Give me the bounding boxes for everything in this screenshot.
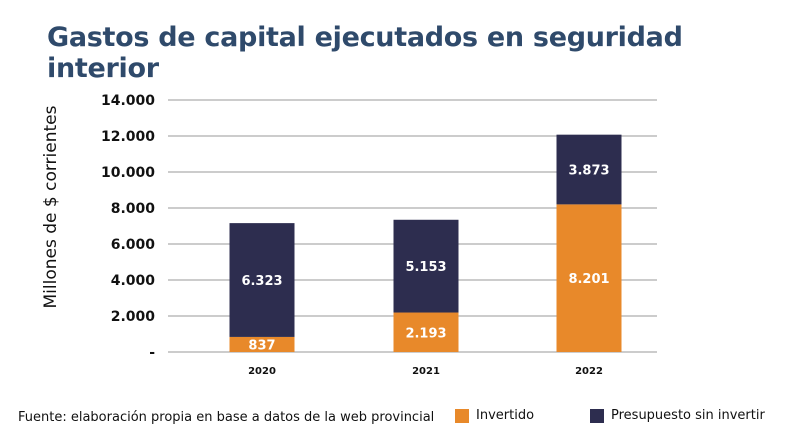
bar-segment xyxy=(393,312,459,352)
y-tick-label: 14.000 xyxy=(101,93,155,109)
y-tick-label: 12.000 xyxy=(101,129,155,145)
stacked-bar-chart: -2.0004.0006.0008.00010.00012.00014.000 … xyxy=(41,93,657,377)
data-label: 8.201 xyxy=(568,272,609,287)
x-tick-label: 2022 xyxy=(575,366,603,377)
y-tick-label: 10.000 xyxy=(101,165,155,181)
y-axis-label: Millones de $ corrientes xyxy=(41,105,61,308)
y-tick-labels: - 2.000 4.000 6.000 8.000 10.000 12.000 14.000 xyxy=(101,93,155,361)
data-label: 837 xyxy=(248,338,275,353)
bar-segment xyxy=(556,204,622,352)
bar-segment xyxy=(393,219,459,313)
data-label: 2.193 xyxy=(405,326,446,341)
y-tick-label: 8.000 xyxy=(111,201,156,217)
data-labels: 837 6.323 2.193 5.153 8.201 3.873 xyxy=(241,164,609,354)
y-tick-label: 4.000 xyxy=(111,273,156,289)
legend-swatch-invertido xyxy=(455,408,469,423)
data-label: 5.153 xyxy=(405,260,446,275)
y-tick-label: - xyxy=(149,345,155,361)
bars xyxy=(229,134,622,352)
data-label: 6.323 xyxy=(241,274,282,289)
x-tick-label: 2020 xyxy=(248,366,276,377)
data-label: 3.873 xyxy=(568,164,609,179)
y-tick-label: 2.000 xyxy=(111,309,156,325)
legend-swatch-sin-invertir xyxy=(590,408,604,423)
x-tick-labels: 2020 2021 2022 xyxy=(248,366,603,377)
bar-segment xyxy=(229,223,295,337)
source-note: Fuente: elaboración propia en base a dat… xyxy=(18,410,435,425)
y-tick-label: 6.000 xyxy=(111,237,156,253)
legend-item-sin-invertir: Presupuesto sin invertir xyxy=(590,408,765,423)
bar-segment xyxy=(556,134,622,205)
bar-segment xyxy=(229,336,295,352)
legend-item-invertido: Invertido xyxy=(455,408,534,423)
legend-label-sin-invertir: Presupuesto sin invertir xyxy=(611,408,765,423)
legend-label-invertido: Invertido xyxy=(476,408,535,423)
x-tick-label: 2021 xyxy=(412,366,440,377)
chart-title: Gastos de capital ejecutados en segurida… xyxy=(47,22,683,84)
